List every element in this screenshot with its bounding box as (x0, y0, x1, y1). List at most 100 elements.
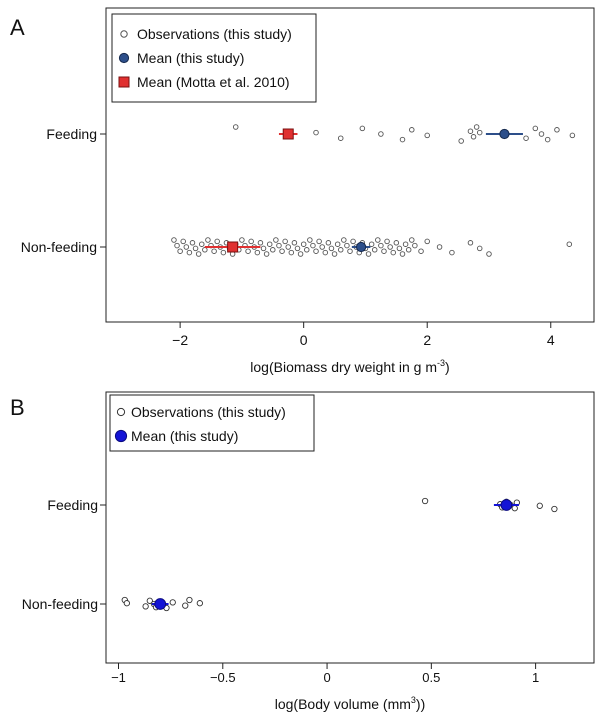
observation-point (142, 603, 149, 610)
plot-area-frame (105, 7, 595, 323)
observation-point (473, 124, 480, 130)
legend-entry: Mean (Motta et al. 2010) (137, 74, 290, 90)
mean-marker (356, 241, 367, 253)
legend-box (109, 394, 315, 452)
observation-point (350, 238, 356, 245)
mean-marker (154, 598, 167, 610)
observation-point (294, 245, 301, 252)
observation-point (554, 127, 560, 133)
observation-point (337, 247, 344, 253)
plot-marks (121, 497, 558, 612)
observation-point (232, 124, 239, 130)
observation-point (551, 505, 558, 513)
observation-point (421, 497, 429, 505)
observation-point (276, 242, 282, 249)
observation-point (359, 125, 366, 132)
x-axis: −1 −0.5 0 0.5 1 (111, 663, 539, 685)
legend-box (111, 13, 317, 103)
observation-point (307, 237, 313, 243)
panel-a: A −2 0 2 4 Feeding Non-feeding log(Biomass d… (10, 7, 595, 375)
observation-point (390, 249, 396, 256)
plot-marks (171, 124, 576, 257)
observation-point (282, 238, 288, 245)
x-tick-label: −0.5 (210, 670, 236, 685)
observation-point (344, 242, 350, 249)
observation-point (316, 238, 322, 245)
observation-point (409, 127, 415, 133)
observation-point (220, 249, 227, 256)
x-axis-label-main: log(Body volume (mm (275, 696, 411, 712)
x-tick-label: 0.5 (422, 670, 440, 685)
observation-point (399, 136, 406, 143)
observation-point (476, 245, 483, 252)
legend-motta-marker (118, 76, 130, 88)
observation-point (412, 242, 418, 249)
legend-entry: Mean (this study) (131, 428, 238, 444)
legend-mean-marker (118, 52, 130, 64)
observation-point (381, 248, 387, 254)
observation-point (458, 138, 464, 144)
observation-point (384, 238, 390, 245)
y-axis: Feeding Non-feeding (21, 126, 106, 255)
observation-point (399, 251, 406, 257)
plot-area-frame (105, 391, 595, 664)
observation-point (174, 242, 180, 249)
observation-point (337, 135, 344, 141)
observation-point (424, 132, 430, 139)
observation-point (313, 248, 319, 254)
mean-marker (499, 128, 510, 140)
observation-point (300, 241, 307, 247)
observation-point (476, 129, 483, 136)
observation-point (288, 249, 295, 256)
observation-point (375, 237, 381, 243)
observation-point (257, 240, 264, 246)
observation-point (202, 247, 208, 253)
x-axis-label: log(Biomass dry weight in g m-3) (250, 358, 449, 375)
observation-point (368, 241, 375, 247)
x-tick-label: −2 (172, 332, 188, 348)
observation-point (378, 131, 384, 137)
observation-point (486, 251, 492, 257)
observation-point (214, 238, 220, 245)
x-tick-label: −1 (111, 670, 126, 685)
legend-observation-marker (120, 30, 128, 38)
observation-point (186, 596, 193, 604)
observation-point (569, 132, 576, 139)
observation-point (182, 602, 189, 609)
legend: Observations (this study) Mean (this stu… (109, 394, 315, 452)
observation-point (566, 241, 573, 247)
observation-point (239, 237, 245, 243)
observation-point (183, 244, 190, 250)
observation-point (322, 249, 329, 256)
observation-point (378, 242, 384, 249)
observation-point (279, 248, 285, 254)
observation-point (393, 240, 400, 246)
observation-point (467, 128, 474, 134)
observation-point (263, 251, 270, 257)
observation-point (195, 251, 202, 257)
observation-point (396, 245, 403, 252)
panel-label: A (10, 15, 25, 40)
y-category-label: Feeding (47, 497, 98, 513)
x-axis-label-suffix: )) (416, 696, 425, 712)
observation-point (291, 240, 298, 246)
observation-point (402, 241, 409, 247)
legend-observation-marker (116, 407, 126, 417)
observation-point (405, 247, 412, 253)
legend-entry: Observations (this study) (137, 26, 292, 42)
observation-point (146, 597, 153, 604)
observation-point (297, 251, 304, 257)
observation-point (180, 238, 186, 245)
legend-entry: Mean (this study) (137, 50, 244, 66)
x-tick-label: 4 (547, 332, 555, 348)
y-category-label: Non-feeding (22, 596, 98, 612)
observation-point (544, 136, 551, 143)
mean-marker-motta (282, 128, 294, 140)
observation-point (198, 241, 205, 247)
observation-point (285, 244, 291, 250)
observation-point (169, 599, 176, 606)
y-category-label: Feeding (46, 126, 97, 142)
observation-point (310, 242, 316, 249)
observation-point (436, 244, 443, 250)
